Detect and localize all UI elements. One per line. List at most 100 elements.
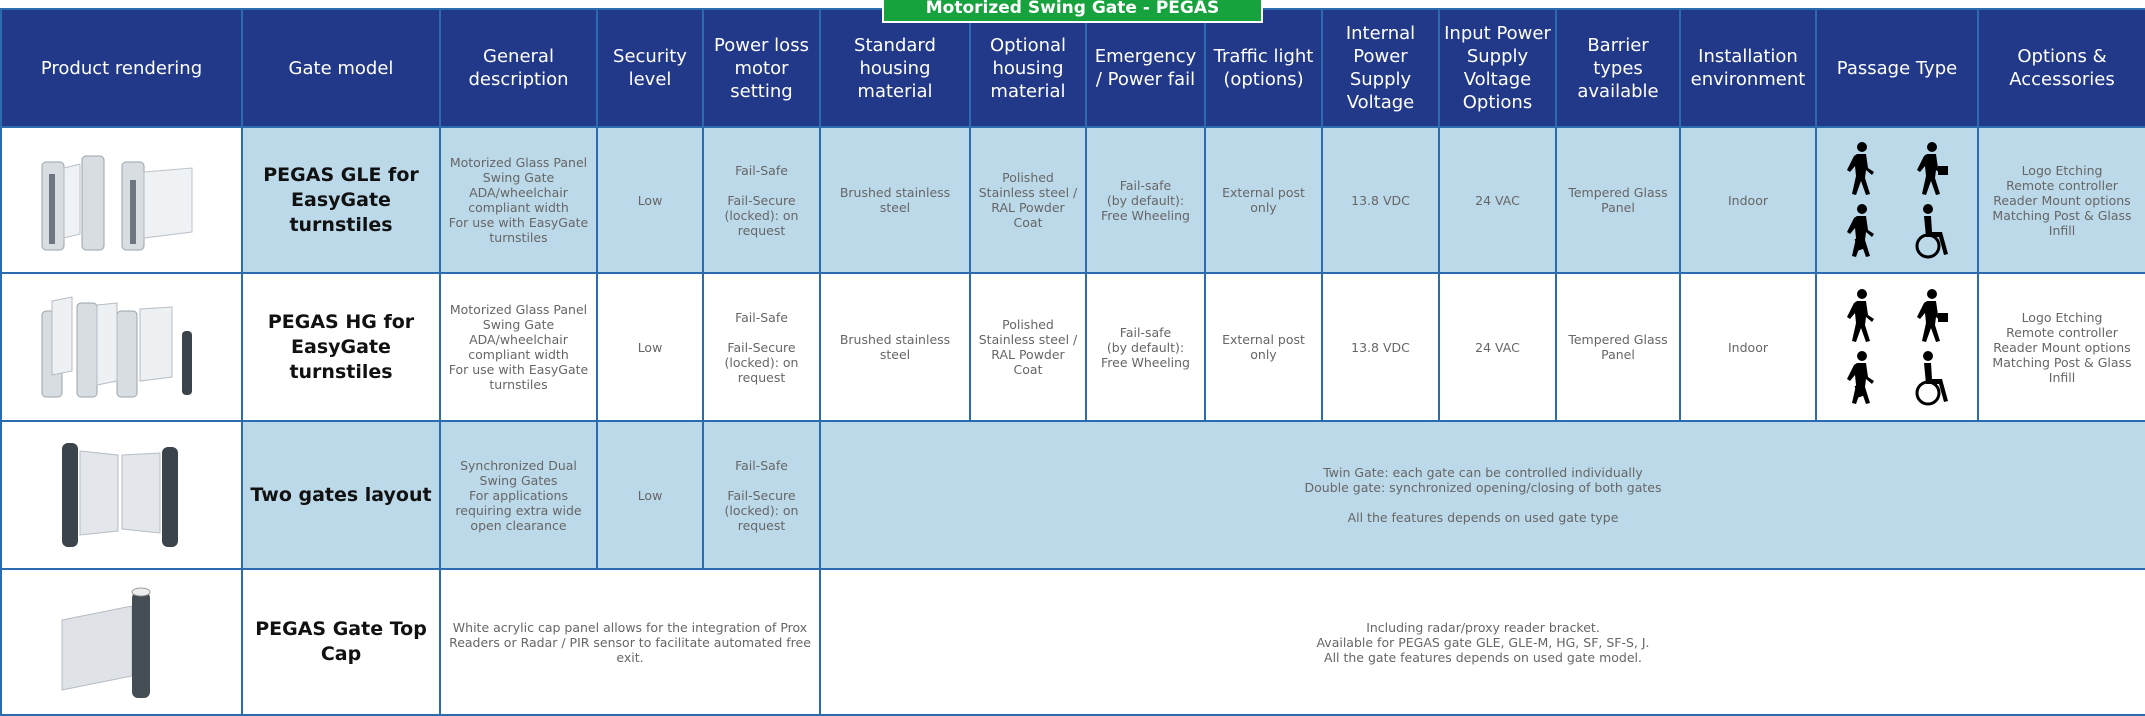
text-line: ADA/wheelchair compliant width: [468, 185, 569, 215]
table-row: PEGAS Gate Top Cap White acrylic cap pane…: [0, 568, 2145, 716]
product-rendering: [0, 420, 243, 570]
column-header: Optional housing material: [969, 8, 1087, 128]
power-loss-motor-setting: Fail-Safe Fail-Secure (locked): on reques…: [702, 272, 821, 422]
general-description: Motorized Glass Panel Swing Gate ADA/whee…: [439, 126, 598, 274]
text-line: For use with EasyGate turnstiles: [448, 215, 589, 245]
text-line: Twin Gate: each gate can be controlled i…: [1323, 465, 1643, 480]
spec-table: Product rendering Gate model General descr…: [0, 8, 2145, 716]
gate-model: PEGAS HG for EasyGate turnstiles: [241, 272, 441, 422]
input-voltage: 24 VAC: [1438, 272, 1557, 422]
security-level: Low: [596, 420, 704, 570]
column-header: Standard housing material: [819, 8, 971, 128]
text-line: Motorized Glass Panel Swing Gate: [449, 155, 588, 185]
text-group: Including radar/proxy reader bracket. Ava…: [825, 620, 2141, 665]
text-line: Fail-Secure (locked): on request: [724, 192, 799, 238]
text-line: Logo Etching: [2021, 309, 2103, 325]
passage-type: [1815, 272, 1979, 422]
text-line: (by default):: [1106, 339, 1185, 355]
table-row: Two gates layout Synchronized Dual Swing …: [0, 420, 2145, 570]
text-line: Fail-Safe: [735, 162, 788, 178]
standard-housing-material: Brushed stainless steel: [819, 126, 971, 274]
text-line: For use with EasyGate turnstiles: [448, 362, 589, 392]
table-row: PEGAS GLE for EasyGate turnstiles Motoriz…: [0, 126, 2145, 274]
general-description: White acrylic cap panel allows for the i…: [439, 568, 821, 716]
banner-title: Motorized Swing Gate - PEGAS: [882, 0, 1263, 23]
text-line: Fail-Safe: [735, 309, 788, 325]
text-group: All the features depends on used gate ty…: [825, 510, 2141, 525]
column-header: General description: [439, 8, 598, 128]
text-line: Free Wheeling: [1101, 354, 1190, 370]
general-description: Synchronized Dual Swing Gates For applica…: [439, 420, 598, 570]
emergency-power-fail: Fail-safe (by default): Free Wheeling: [1085, 272, 1206, 422]
text-line: ADA/wheelchair compliant width: [468, 332, 569, 362]
passage-icons: [1847, 288, 1948, 405]
note-cell: Including radar/proxy reader bracket. Ava…: [819, 568, 2145, 716]
text-line: Double gate: synchronized opening/closin…: [1304, 480, 1662, 495]
column-header: Passage Type: [1815, 8, 1979, 128]
column-header: Options & Accessories: [1977, 8, 2145, 128]
text-group: Fail-Secure (locked): on request: [708, 340, 815, 385]
table-row: PEGAS HG for EasyGate turnstiles Motorize…: [0, 272, 2145, 422]
product-rendering: [0, 126, 243, 274]
optional-housing-material: Polished Stainless steel / RAL Powder Co…: [969, 272, 1087, 422]
internal-voltage: 13.8 VDC: [1321, 126, 1440, 274]
text-line: Reader Mount options: [1993, 192, 2131, 208]
installation-environment: Indoor: [1679, 126, 1817, 274]
traffic-light: External post only: [1204, 272, 1323, 422]
optional-housing-material: Polished Stainless steel / RAL Powder Co…: [969, 126, 1087, 274]
options-accessories: Logo Etching Remote controller Reader Moun…: [1977, 272, 2145, 422]
emergency-power-fail: Fail-safe (by default): Free Wheeling: [1085, 126, 1206, 274]
text-group: Fail-Secure (locked): on request: [708, 488, 815, 533]
security-level: Low: [596, 126, 704, 274]
rendering-image: [61, 442, 178, 547]
gate-model: PEGAS GLE for EasyGate turnstiles: [241, 126, 441, 274]
general-description: Motorized Glass Panel Swing Gate ADA/whee…: [439, 272, 598, 422]
text-line: Fail-safe: [1119, 324, 1172, 340]
note-cell: Twin Gate: each gate can be controlled i…: [819, 420, 2145, 570]
internal-voltage: 13.8 VDC: [1321, 272, 1440, 422]
gate-model: PEGAS Gate Top Cap: [241, 568, 441, 716]
text-group: Fail-Secure (locked): on request: [708, 193, 815, 238]
text-line: Remote controller: [2006, 177, 2118, 193]
column-header: Security level: [596, 8, 704, 128]
text-line: Matching Post & Glass Infill: [1992, 207, 2132, 238]
text-group: Fail-Safe: [708, 163, 815, 178]
barrier-types: Tempered Glass Panel: [1555, 126, 1681, 274]
text-line: Available for PEGAS gate GLE, GLE-M, HG,…: [1316, 634, 1650, 650]
header-row: Product rendering Gate model General descr…: [0, 8, 2145, 128]
options-accessories: Logo Etching Remote controller Reader Moun…: [1977, 126, 2145, 274]
column-header: Emergency / Power fail: [1085, 8, 1206, 128]
text-line: Free Wheeling: [1101, 207, 1190, 223]
gate-model: Two gates layout: [241, 420, 441, 570]
text-line: All the features depends on used gate ty…: [1347, 510, 1619, 525]
column-header: Barrier types available: [1555, 8, 1681, 128]
column-header: Internal Power Supply Voltage: [1321, 8, 1440, 128]
column-header: Traffic light (options): [1204, 8, 1323, 128]
text-line: All the gate features depends on used ga…: [1324, 649, 1642, 665]
column-header: Gate model: [241, 8, 441, 128]
security-level: Low: [596, 272, 704, 422]
text-group: Fail-Safe: [708, 458, 815, 473]
text-line: Reader Mount options: [1993, 339, 2131, 355]
text-line: Matching Post & Glass Infill: [1992, 354, 2132, 385]
text-line: Remote controller: [2006, 324, 2118, 340]
text-line: Synchronized Dual Swing Gates: [460, 457, 577, 488]
text-line: Logo Etching: [2021, 162, 2103, 178]
text-line: (by default):: [1106, 192, 1185, 208]
text-line: Including radar/proxy reader bracket.: [1366, 619, 1600, 635]
text-line: Fail-Secure (locked): on request: [724, 487, 799, 533]
traffic-light: External post only: [1204, 126, 1323, 274]
installation-environment: Indoor: [1679, 272, 1817, 422]
text-line: Fail-Safe: [735, 457, 788, 473]
passage-icons: [1847, 141, 1948, 258]
power-loss-motor-setting: Fail-Safe Fail-Secure (locked): on reques…: [702, 126, 821, 274]
text-line: Fail-Secure (locked): on request: [724, 339, 799, 385]
rendering-image: [41, 155, 192, 250]
rendering-image: [41, 295, 192, 397]
rendering-image: [61, 587, 150, 698]
text-line: Motorized Glass Panel Swing Gate: [449, 302, 588, 332]
text-line: White acrylic cap panel allows for the i…: [449, 619, 811, 665]
barrier-types: Tempered Glass Panel: [1555, 272, 1681, 422]
text-line: Fail-safe: [1119, 177, 1172, 193]
